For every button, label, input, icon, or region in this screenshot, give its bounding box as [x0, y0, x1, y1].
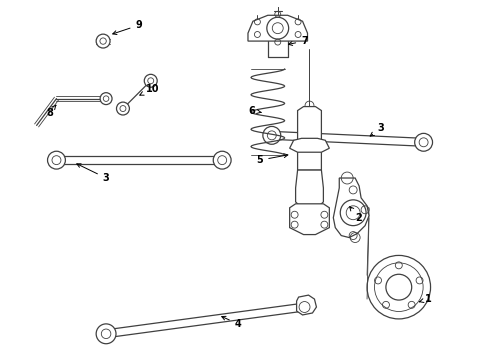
Text: 4: 4 — [222, 316, 242, 329]
Polygon shape — [297, 107, 321, 170]
Circle shape — [117, 102, 129, 115]
Circle shape — [96, 34, 110, 48]
Polygon shape — [296, 295, 317, 315]
Polygon shape — [290, 204, 329, 235]
Text: 6: 6 — [248, 105, 261, 116]
Text: 3: 3 — [370, 123, 384, 136]
Text: 8: 8 — [46, 105, 56, 117]
Circle shape — [144, 74, 157, 87]
Text: 9: 9 — [113, 20, 142, 35]
Text: 2: 2 — [350, 207, 363, 223]
Text: 1: 1 — [419, 294, 432, 304]
Circle shape — [48, 151, 65, 169]
Polygon shape — [333, 178, 369, 238]
Text: 3: 3 — [77, 164, 109, 183]
Polygon shape — [295, 170, 323, 208]
Circle shape — [100, 93, 112, 105]
Text: 10: 10 — [140, 84, 159, 95]
Circle shape — [415, 133, 433, 151]
Polygon shape — [290, 138, 329, 152]
Circle shape — [263, 126, 281, 144]
Text: 5: 5 — [256, 154, 288, 165]
Circle shape — [213, 151, 231, 169]
Text: 7: 7 — [289, 36, 308, 46]
Circle shape — [96, 324, 116, 344]
Polygon shape — [248, 15, 308, 41]
